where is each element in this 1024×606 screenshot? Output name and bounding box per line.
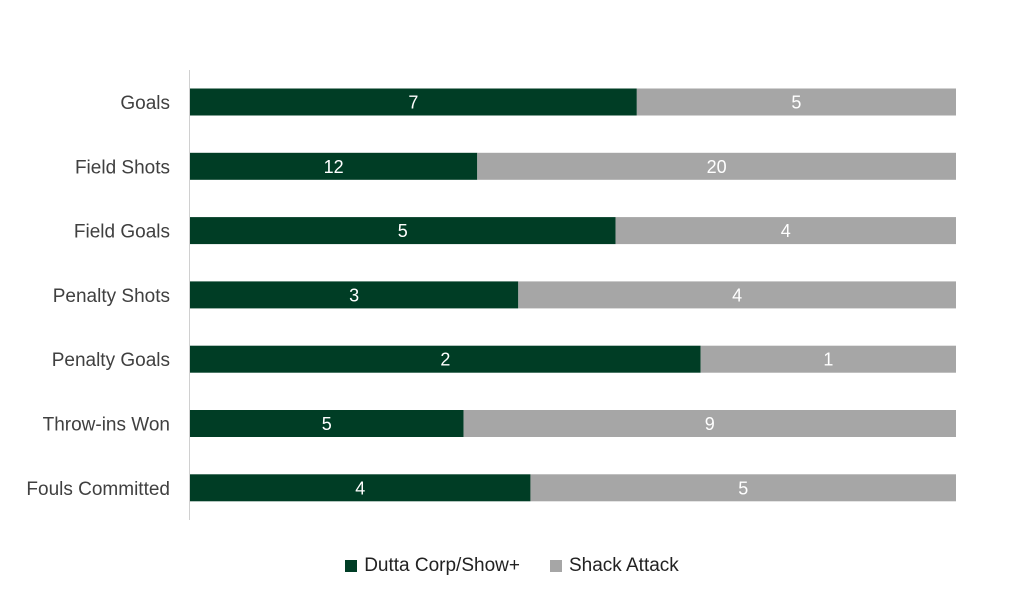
legend-label-series-2: Shack Attack [568,555,679,576]
data-label-series-1-5: 2 [440,350,450,370]
data-label-series-2-6: 9 [705,414,715,434]
data-labels: 7 5 12 20 5 4 3 4 2 1 5 9 4 5 [322,93,834,499]
data-label-series-1-6: 5 [322,414,332,434]
category-label-7: Fouls Committed [26,479,170,500]
category-label-6: Throw-ins Won [43,415,170,436]
bar-series-2-7 [530,474,956,502]
data-label-series-1-3: 5 [398,221,408,241]
bar-series-2-4 [518,281,956,309]
data-label-series-2-3: 4 [781,221,791,241]
bar-series-1-1 [190,88,637,116]
bar-series-2-1 [636,88,956,116]
bar-series-2-6 [463,410,956,437]
data-label-series-1-4: 3 [349,285,359,305]
bar-series-1-3 [190,217,616,245]
bar-series-2-2 [477,152,956,180]
bar-series-2-3 [615,217,956,245]
data-label-series-2-4: 4 [732,285,742,305]
legend: Dutta Corp/Show+ Shack Attack [0,555,1024,577]
bar-series-1-4 [190,281,519,309]
data-label-series-2-1: 5 [791,93,801,113]
legend-item-series-2: Shack Attack [549,555,679,577]
legend-swatch-series-1 [345,560,358,572]
category-label-2: Field Shots [75,157,170,178]
bar-series-1-6 [190,410,464,437]
bar-series-2-5 [700,345,956,373]
bar-series-1-2 [190,152,478,180]
legend-label-series-1: Dutta Corp/Show+ [364,555,520,576]
data-label-series-2-5: 1 [823,350,833,370]
category-label-5: Penalty Goals [52,350,170,371]
data-label-series-2-7: 5 [738,478,748,498]
bar-series-1-7 [190,474,531,502]
legend-swatch-series-2 [549,560,562,572]
category-label-3: Field Goals [74,222,170,243]
bars-group [190,88,956,502]
data-label-series-2-2: 20 [707,157,727,177]
data-label-series-1-7: 4 [355,478,365,498]
legend-item-series-1: Dutta Corp/Show+ [345,555,520,577]
bar-series-1-5 [190,345,701,373]
category-labels: Goals Field Shots Field Goals Penalty Shots… [26,93,170,500]
data-label-series-1-1: 7 [408,93,418,113]
category-label-1: Goals [120,93,170,114]
data-label-series-1-2: 12 [324,157,344,177]
category-label-4: Penalty Shots [53,286,170,307]
